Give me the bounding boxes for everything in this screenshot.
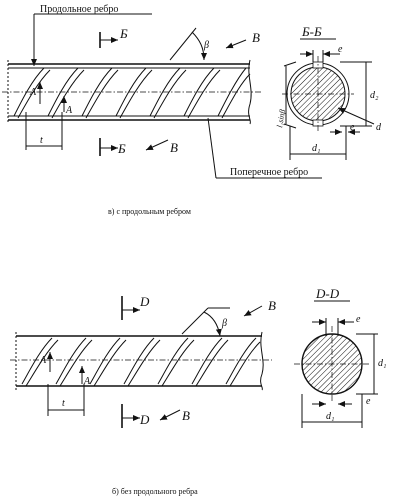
bar-b-body	[10, 331, 272, 391]
view-b-label-top-b: B	[268, 298, 276, 313]
section-title-a: Б-Б	[301, 24, 322, 39]
view-a-label-b1: A	[39, 355, 47, 366]
section-letter-top-b: D	[139, 294, 150, 309]
callout-transverse-leader	[207, 117, 217, 179]
beta-arc-a	[191, 31, 207, 61]
dim-e-top-a: e	[338, 44, 343, 55]
view-b-label-bottom-b: B	[182, 408, 190, 423]
callout-longitudinal-label: Продольное ребро	[40, 4, 118, 15]
callout-transverse-label: Поперечное ребро	[230, 167, 308, 178]
beta-label-a: β	[203, 40, 209, 51]
view-a-label-2: A	[65, 105, 73, 116]
dim-d1-b: d₁	[326, 411, 334, 422]
pitch-label: t	[40, 135, 43, 146]
dim-d1-a: d₁	[312, 143, 320, 154]
beta-label-b: β	[221, 318, 227, 329]
transverse-ribs-b	[21, 337, 261, 387]
section-letter-bottom: Б	[117, 141, 126, 156]
section-letter-top: Б	[119, 26, 128, 41]
section-title-b: D-D	[315, 286, 340, 301]
figure-a: Продольное ребро A	[2, 4, 382, 216]
view-a-label-b2: A	[83, 376, 91, 387]
dim-e-bottom-a: e	[350, 122, 355, 133]
dim-d1-vertical-b: d₁	[378, 358, 386, 369]
cross-section-a	[282, 56, 354, 132]
view-a-label-1: A	[29, 87, 37, 98]
dim-e-top-b: e	[356, 314, 361, 325]
cross-section-b	[294, 326, 370, 402]
beta-arc-b	[203, 311, 222, 337]
bar-a-body	[2, 59, 262, 125]
dim-l-a: l₁sinβ	[275, 109, 287, 129]
beta-ray-a	[169, 27, 197, 61]
dim-d2-a: d₂	[370, 90, 379, 101]
section-letter-bottom-b: D	[139, 412, 150, 427]
beta-ray-b	[181, 307, 209, 335]
caption-a: в) с продольным ребром	[108, 207, 191, 216]
transverse-ribs-a	[13, 67, 251, 119]
view-b-arrow-top-b	[243, 305, 263, 317]
caption-b: б) без продольного ребра	[112, 487, 198, 496]
dim-e-bottom-b: e	[366, 396, 371, 407]
view-b-label-bottom: В	[170, 140, 178, 155]
view-b-arrow-top	[225, 39, 247, 49]
view-b-arrow-bottom-b	[159, 409, 181, 421]
view-b-arrow-bottom	[145, 139, 169, 151]
pitch-label-b: t	[62, 398, 65, 409]
view-b-label-top: В	[252, 30, 260, 45]
figure-b: A A t D D β B B D-D	[10, 286, 386, 496]
dim-d-a: d	[376, 122, 382, 133]
